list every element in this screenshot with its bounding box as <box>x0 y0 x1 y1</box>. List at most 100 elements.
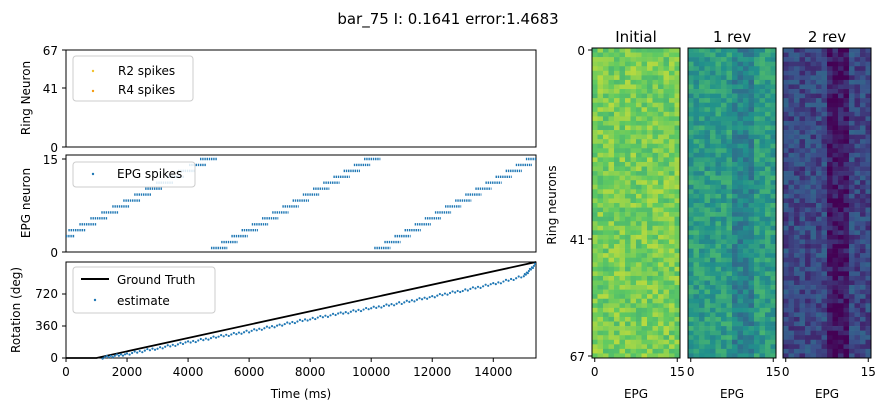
estimate-point <box>209 337 213 340</box>
heatmap-cell <box>652 193 659 199</box>
heatmap-cell <box>710 61 716 67</box>
heatmap-cell <box>603 79 609 85</box>
heatmap-cell <box>805 52 811 58</box>
heatmap-cell <box>854 98 861 104</box>
heatmap-cell <box>721 184 727 190</box>
heatmap-cell <box>854 230 861 236</box>
heatmap-cell <box>663 189 670 195</box>
heatmap-cell <box>641 111 648 117</box>
heatmap-cell <box>641 93 648 99</box>
estimate-point <box>148 349 152 352</box>
heatmap-cell <box>688 89 694 94</box>
heatmap-cell <box>748 321 755 327</box>
heatmap-cell <box>641 303 648 309</box>
heatmap-cell <box>816 307 822 313</box>
heatmap-cell <box>770 216 777 222</box>
heatmap-cell <box>647 216 653 222</box>
heatmap-cell <box>619 339 626 345</box>
heatmap-cell <box>625 212 631 217</box>
heatmap-cell <box>625 203 631 208</box>
heatmap-cell <box>832 148 839 154</box>
heatmap-cell <box>614 280 620 286</box>
heatmap-cell <box>810 148 817 154</box>
heatmap-cell <box>843 184 850 190</box>
heatmap-cell <box>799 225 806 231</box>
heatmap-cell <box>647 57 653 62</box>
heatmap-cell <box>674 198 681 204</box>
heatmap-cell <box>721 102 727 108</box>
heatmap-cell <box>710 75 716 81</box>
heatmap-cell <box>838 130 844 135</box>
heatmap-cell <box>608 157 615 163</box>
heatmap-cell <box>860 52 866 58</box>
heatmap-cell <box>805 339 811 345</box>
estimate-point <box>179 341 182 344</box>
heatmap-cell <box>592 225 598 231</box>
heatmap-cell <box>641 344 648 350</box>
heatmap-cell <box>827 79 833 85</box>
heatmap-cell <box>849 326 855 331</box>
heatmap-cell <box>663 102 670 108</box>
heatmap-cell <box>799 203 806 208</box>
heatmap-cell <box>688 285 694 290</box>
heatmap-cell <box>592 248 598 254</box>
heatmap-cell <box>726 143 733 149</box>
heatmap-cell <box>783 307 789 313</box>
heatmap-cell <box>641 161 648 167</box>
heatmap-cell <box>641 203 648 208</box>
heatmap-cell <box>849 253 855 259</box>
heatmap-cell <box>788 130 795 135</box>
heatmap-cell <box>843 48 850 53</box>
heatmap-cell <box>816 294 822 300</box>
heatmap-cell <box>821 116 828 122</box>
heatmap-cell <box>647 257 653 263</box>
heatmap-cell <box>754 139 760 145</box>
heatmap-cell <box>625 107 631 113</box>
heatmap-cell <box>614 102 620 108</box>
heatmap-cell <box>608 335 615 341</box>
heatmap-cell <box>732 148 738 154</box>
heatmap-cell <box>765 102 771 108</box>
heatmap-cell <box>794 348 800 354</box>
heatmap-cell <box>737 139 744 145</box>
heatmap-cell <box>783 157 789 163</box>
heatmap-cell <box>704 244 711 249</box>
heatmap-cell <box>647 316 653 322</box>
heatmap-cell <box>625 57 631 62</box>
heatmap-cell <box>737 189 744 195</box>
heatmap-cell <box>625 166 631 172</box>
heatmap-cell <box>783 221 789 227</box>
heatmap-cell <box>816 244 822 249</box>
heatmap-cell <box>693 353 700 359</box>
heatmap-cell <box>805 321 811 327</box>
heatmap-cell <box>805 130 811 135</box>
heatmap-cell <box>597 294 604 300</box>
rotation-xticks: 0 2000 4000 6000 8000 10000 12000 14000 <box>62 358 512 379</box>
heatmap-cell <box>748 116 755 122</box>
heatmap-cell <box>754 285 760 290</box>
heatmap-cell <box>726 157 733 163</box>
heatmap-cell <box>816 348 822 354</box>
heatmap-cell <box>805 289 811 295</box>
heatmap-cell <box>770 198 777 204</box>
heatmap-cell <box>759 280 766 286</box>
heatmap-cell <box>715 348 722 354</box>
heatmap-cell <box>663 266 670 272</box>
heatmap-cell <box>783 148 789 154</box>
heatmap-cell <box>849 248 855 254</box>
heatmap-cell <box>636 189 642 195</box>
heatmap-cell <box>765 139 771 145</box>
heatmap-cell <box>597 285 604 290</box>
heatmap-cell <box>737 52 744 58</box>
heatmap-cell <box>647 66 653 72</box>
heatmap-cell <box>704 298 711 304</box>
heatmap-cell <box>669 230 675 236</box>
heatmap-cell <box>737 234 744 240</box>
heatmap-cell <box>658 193 664 199</box>
heatmap-cell <box>663 79 670 85</box>
heatmap-cell <box>799 289 806 295</box>
heatmap-cell <box>715 152 722 158</box>
heatmap-cell <box>704 225 711 231</box>
heatmap-cell <box>715 307 722 313</box>
heatmap-cell <box>641 307 648 313</box>
